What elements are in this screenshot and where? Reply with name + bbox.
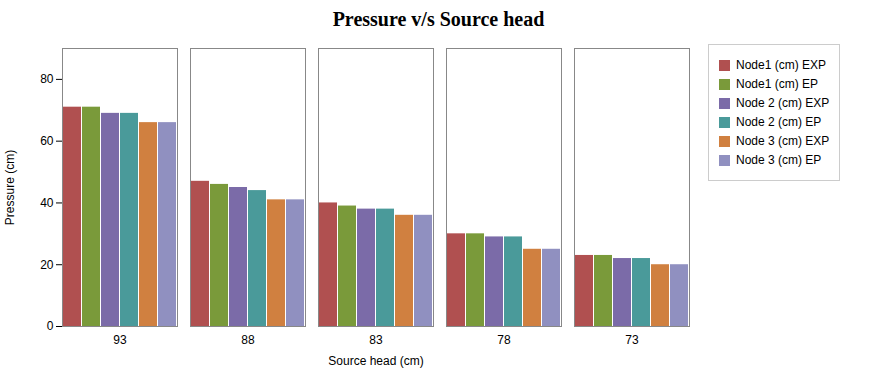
svg-text:40: 40 (40, 196, 54, 210)
html-text:Node 3 (cm) EP: Node 3 (cm) EP (736, 153, 822, 167)
svg-text:88: 88 (241, 333, 255, 347)
svg-text:20: 20 (40, 258, 54, 272)
svg-text:78: 78 (497, 333, 511, 347)
svg-text:93: 93 (113, 333, 127, 347)
html-text:Node 3 (cm) EXP: Node 3 (cm) EXP (736, 134, 830, 148)
svg-text:60: 60 (40, 134, 54, 148)
svg-text:0: 0 (47, 319, 54, 333)
svg-text:80: 80 (40, 72, 54, 86)
html-text:Node1 (cm) EP: Node1 (cm) EP (736, 77, 818, 91)
svg-text:Source head (cm): Source head (cm) (328, 354, 423, 368)
html-text:Pressure v/s Source head: Pressure v/s Source head (332, 8, 545, 30)
svg-text:83: 83 (369, 333, 383, 347)
html-text:Node1 (cm) EXP: Node1 (cm) EXP (736, 58, 826, 72)
html-text:Node 2 (cm) EXP: Node 2 (cm) EXP (736, 96, 830, 110)
svg-text:73: 73 (625, 333, 639, 347)
svg-text:Pressure (cm): Pressure (cm) (3, 150, 17, 225)
html-text:Node 2 (cm) EP: Node 2 (cm) EP (736, 115, 822, 129)
